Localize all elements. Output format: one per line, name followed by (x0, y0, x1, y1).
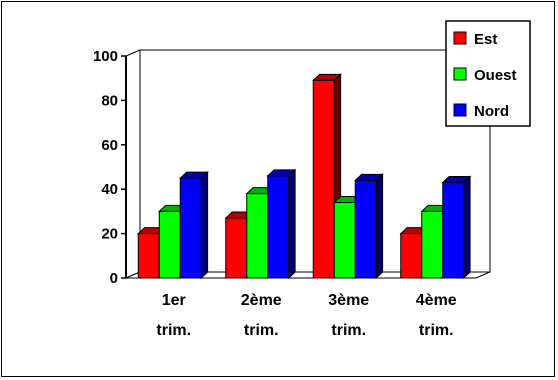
category-label: 2ème (241, 292, 282, 309)
y-tick-label: 60 (101, 137, 118, 154)
bar (178, 170, 209, 280)
category-label: 3ème (328, 292, 369, 309)
bar-front (158, 210, 181, 279)
bar-front (267, 175, 290, 279)
bar (441, 175, 472, 280)
legend-label: Ouest (474, 67, 517, 84)
bar (266, 168, 297, 280)
category-labels: 1er trim. 2ème trim. 3ème trim. 4ème trim. (156, 292, 456, 339)
bar-front (354, 179, 377, 279)
bar-side (463, 175, 471, 280)
bar-front (312, 79, 335, 279)
bar-front (225, 217, 248, 279)
bar-front (442, 182, 465, 279)
bar-side (288, 168, 296, 280)
legend-swatch (453, 31, 467, 45)
bar-side (375, 173, 384, 280)
y-tick-label: 100 (93, 48, 118, 65)
bar (311, 73, 342, 280)
bars-group (136, 73, 472, 280)
legend-swatch (453, 67, 467, 81)
category-label: trim. (331, 322, 366, 339)
y-tick-label: 40 (101, 181, 118, 198)
bar-front (246, 193, 269, 279)
side-wall-top (125, 49, 141, 57)
bar-front (333, 202, 356, 279)
category-label: 1er (162, 292, 186, 309)
category-label: trim. (419, 322, 454, 339)
bar (353, 173, 384, 280)
bar-front (179, 177, 202, 279)
bar-front (400, 233, 423, 279)
y-tick-label: 80 (101, 92, 118, 109)
y-tick-label: 0 (110, 270, 118, 287)
bar-front (137, 233, 160, 279)
legend-label: Nord (474, 103, 509, 120)
category-label: trim. (156, 322, 191, 339)
legend-label: Est (474, 31, 497, 48)
y-axis: 0 20 40 60 80 100 (93, 48, 127, 287)
legend-swatch (453, 103, 467, 117)
bar-front (421, 210, 444, 279)
bar-side (200, 170, 209, 280)
category-label: trim. (244, 322, 279, 339)
legend: Est Ouest Nord (445, 20, 531, 127)
y-tick-label: 20 (101, 226, 118, 243)
category-label: 4ème (416, 292, 457, 309)
